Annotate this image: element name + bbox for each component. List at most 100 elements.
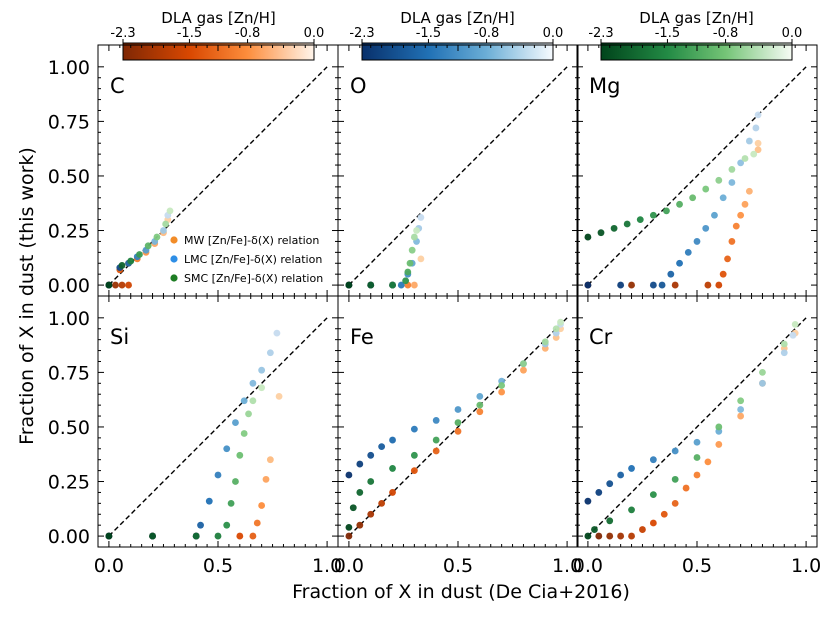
data-point xyxy=(160,227,167,234)
colorbar-gradient xyxy=(600,42,793,61)
colorbar-tick-label: 0.0 xyxy=(782,26,803,41)
x-tick-label: 0.0 xyxy=(573,555,603,577)
data-point xyxy=(628,506,635,514)
x-tick-label: 0.0 xyxy=(334,555,364,577)
data-point xyxy=(432,417,440,424)
data-point xyxy=(606,480,614,488)
legend: MW [Zn/Fe]-δ(X) relation LMC [Zn/Fe]-δ(X)… xyxy=(170,234,323,285)
data-point xyxy=(223,445,231,453)
data-point xyxy=(367,281,375,289)
data-point xyxy=(737,211,745,219)
data-point xyxy=(667,270,675,278)
data-point xyxy=(349,504,357,512)
data-point xyxy=(262,475,270,483)
panel-frame xyxy=(337,44,579,297)
panel-cr: Cr 0.0 0.5 1.0 xyxy=(573,295,821,577)
data-point xyxy=(649,519,657,527)
data-point xyxy=(476,408,484,416)
data-point xyxy=(682,484,690,492)
data-point xyxy=(591,526,598,533)
colorbar-tick-label: -0.8 xyxy=(713,26,738,41)
data-point xyxy=(639,526,646,533)
x-tick-label: 0.5 xyxy=(203,555,233,577)
data-point xyxy=(689,194,697,202)
data-point xyxy=(745,137,753,145)
one-to-one-line xyxy=(587,317,807,537)
data-point xyxy=(693,238,701,245)
data-point xyxy=(236,451,244,459)
colorbar-tick-label: -2.3 xyxy=(110,26,135,41)
data-point xyxy=(719,194,727,202)
data-point xyxy=(367,478,375,485)
data-point xyxy=(144,242,152,250)
data-point xyxy=(610,224,618,232)
data-point xyxy=(759,368,766,376)
y-axis-label: Fraction of X in dust (this work) xyxy=(16,147,38,445)
data-point xyxy=(704,458,712,466)
data-point xyxy=(249,379,257,387)
series-lmc xyxy=(345,320,564,479)
panel-fe: Fe 0.0 0.5 1.0 xyxy=(334,295,582,577)
colorbar-label: DLA gas [Zn/H] xyxy=(400,9,514,27)
data-point xyxy=(754,139,762,147)
data-point xyxy=(127,257,135,265)
data-point xyxy=(628,465,635,472)
data-point xyxy=(671,281,679,289)
data-point xyxy=(205,497,213,505)
data-point xyxy=(671,447,679,455)
colorbar-tick-label: -1.5 xyxy=(177,26,202,41)
data-point xyxy=(724,255,731,263)
series-lmc xyxy=(584,111,762,289)
data-point xyxy=(617,471,625,479)
colorbar-green: DLA gas [Zn/H] -2.3 -1.5 -0.8 0.0 xyxy=(588,9,803,61)
data-point xyxy=(345,281,353,289)
data-point xyxy=(253,519,261,527)
data-point xyxy=(356,489,364,496)
data-point xyxy=(660,510,668,518)
series-mw xyxy=(105,393,283,540)
legend-label: SMC [Zn/Fe]-δ(X) relation xyxy=(184,272,323,285)
data-point xyxy=(118,281,126,289)
data-point xyxy=(584,281,592,289)
series-mw xyxy=(584,139,762,289)
data-point xyxy=(732,222,740,230)
colorbar-tick-label: 0.0 xyxy=(304,26,325,41)
data-point xyxy=(649,281,657,289)
one-to-one-line xyxy=(348,317,568,537)
data-point xyxy=(649,491,657,499)
x-tick-label: 1.0 xyxy=(312,555,342,577)
data-point xyxy=(410,467,418,475)
data-point xyxy=(245,410,252,418)
colorbar-gradient xyxy=(361,42,554,61)
data-point xyxy=(378,499,386,507)
series-smc xyxy=(584,320,799,540)
data-point xyxy=(636,216,644,224)
colorbar-tick-label: -2.3 xyxy=(349,26,374,41)
panel-element-label: Mg xyxy=(589,74,620,98)
data-point xyxy=(595,532,603,540)
data-point xyxy=(693,471,701,479)
data-point xyxy=(676,259,683,267)
data-point xyxy=(273,329,281,337)
x-axis-label: Fraction of X in dust (De Cia+2016) xyxy=(292,581,630,603)
data-point xyxy=(410,425,418,433)
data-point xyxy=(402,277,410,285)
data-point xyxy=(702,185,710,193)
data-point xyxy=(728,179,736,186)
panel-c: C 0.00 0.25 0.50 0.75 1.00 MW [Zn/Fe]-δ(X) rel… xyxy=(48,44,339,297)
colorbar-tick-label: -2.3 xyxy=(588,26,613,41)
data-point xyxy=(240,397,248,405)
data-point xyxy=(715,441,723,448)
data-point xyxy=(454,406,462,413)
data-point xyxy=(240,430,248,437)
data-point xyxy=(789,331,797,339)
data-point xyxy=(258,384,266,392)
colorbar-gradient xyxy=(122,42,315,61)
data-point xyxy=(249,397,257,405)
data-point xyxy=(367,510,375,518)
legend-marker xyxy=(170,274,178,282)
data-point xyxy=(617,532,625,540)
data-point xyxy=(606,532,614,540)
data-point xyxy=(153,233,161,241)
